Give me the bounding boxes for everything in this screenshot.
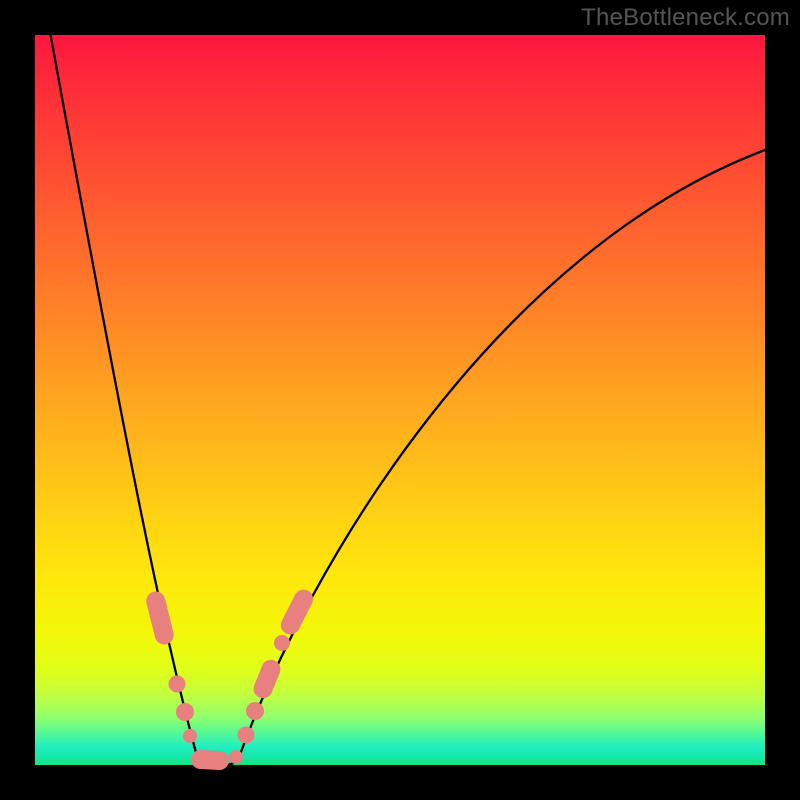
bottleneck-plot xyxy=(0,0,800,800)
canvas-root: TheBottleneck.com xyxy=(0,0,800,800)
watermark-text: TheBottleneck.com xyxy=(581,4,790,32)
